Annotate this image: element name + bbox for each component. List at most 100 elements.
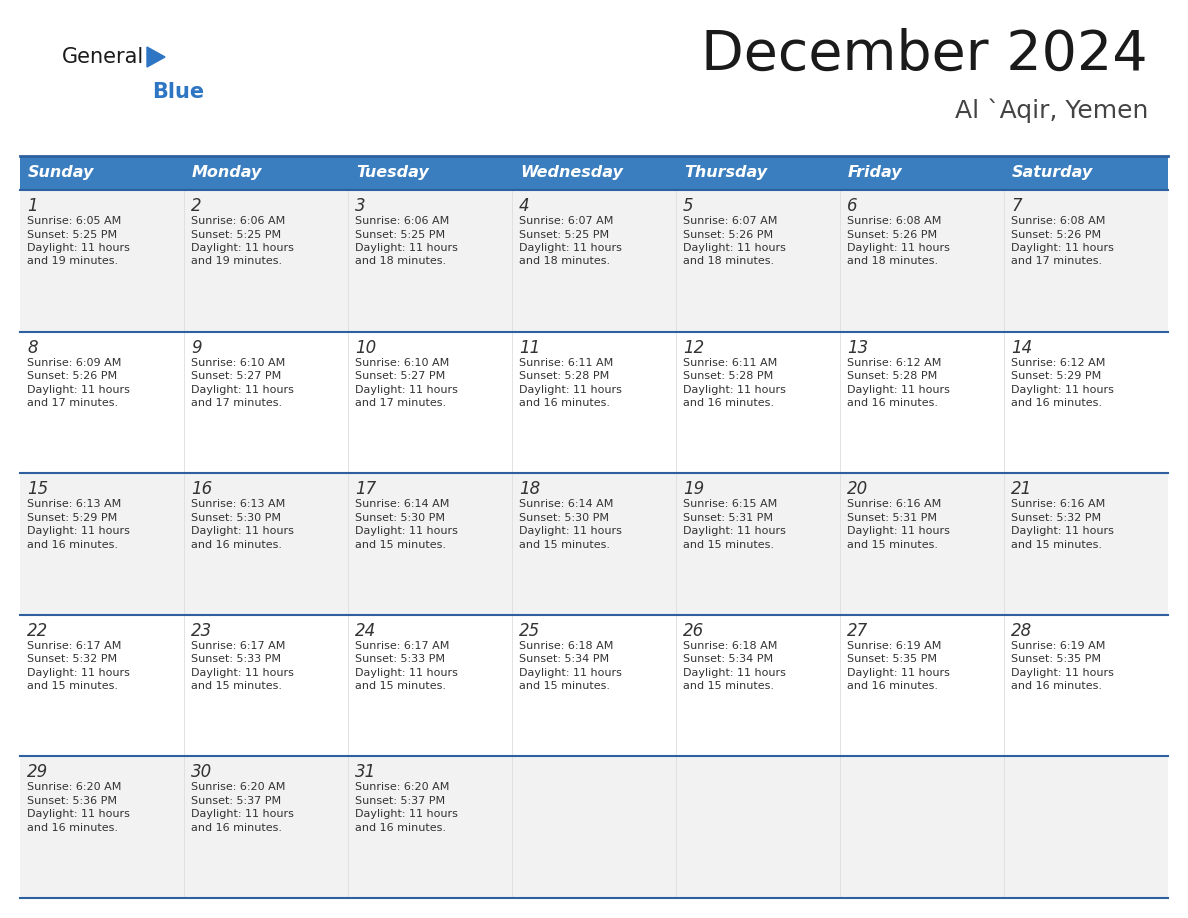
Text: 8: 8 [27, 339, 38, 356]
Text: Daylight: 11 hours: Daylight: 11 hours [519, 526, 621, 536]
Text: Daylight: 11 hours: Daylight: 11 hours [1011, 667, 1114, 677]
Text: Sunset: 5:26 PM: Sunset: 5:26 PM [847, 230, 937, 240]
Text: Daylight: 11 hours: Daylight: 11 hours [191, 385, 293, 395]
Text: 9: 9 [191, 339, 202, 356]
Text: 1: 1 [27, 197, 38, 215]
Text: 15: 15 [27, 480, 49, 498]
Text: Sunset: 5:26 PM: Sunset: 5:26 PM [27, 371, 118, 381]
Text: Sunset: 5:32 PM: Sunset: 5:32 PM [1011, 512, 1101, 522]
Text: Sunset: 5:27 PM: Sunset: 5:27 PM [355, 371, 446, 381]
Text: Sunset: 5:33 PM: Sunset: 5:33 PM [191, 655, 282, 665]
Text: Daylight: 11 hours: Daylight: 11 hours [191, 810, 293, 820]
Text: Sunrise: 6:17 AM: Sunrise: 6:17 AM [27, 641, 121, 651]
Text: 7: 7 [1011, 197, 1022, 215]
Text: 5: 5 [683, 197, 694, 215]
Text: Thursday: Thursday [684, 165, 767, 181]
Text: Daylight: 11 hours: Daylight: 11 hours [683, 526, 786, 536]
Text: and 18 minutes.: and 18 minutes. [847, 256, 939, 266]
Text: Daylight: 11 hours: Daylight: 11 hours [355, 810, 457, 820]
Text: and 16 minutes.: and 16 minutes. [683, 398, 775, 409]
Text: Sunrise: 6:07 AM: Sunrise: 6:07 AM [683, 216, 777, 226]
Text: Sunset: 5:30 PM: Sunset: 5:30 PM [191, 512, 282, 522]
Text: and 15 minutes.: and 15 minutes. [1011, 540, 1102, 550]
Text: Sunrise: 6:12 AM: Sunrise: 6:12 AM [1011, 358, 1105, 367]
Text: Sunrise: 6:17 AM: Sunrise: 6:17 AM [191, 641, 285, 651]
Text: Sunset: 5:27 PM: Sunset: 5:27 PM [191, 371, 282, 381]
Text: and 15 minutes.: and 15 minutes. [519, 540, 609, 550]
Text: Sunrise: 6:06 AM: Sunrise: 6:06 AM [355, 216, 449, 226]
Text: Daylight: 11 hours: Daylight: 11 hours [683, 385, 786, 395]
Text: 30: 30 [191, 764, 213, 781]
Text: Sunrise: 6:19 AM: Sunrise: 6:19 AM [847, 641, 941, 651]
Text: Sunrise: 6:05 AM: Sunrise: 6:05 AM [27, 216, 121, 226]
Text: 22: 22 [27, 621, 49, 640]
Text: Sunrise: 6:20 AM: Sunrise: 6:20 AM [27, 782, 121, 792]
Text: Daylight: 11 hours: Daylight: 11 hours [1011, 526, 1114, 536]
Text: Sunset: 5:28 PM: Sunset: 5:28 PM [847, 371, 937, 381]
Text: and 16 minutes.: and 16 minutes. [847, 681, 939, 691]
Text: and 15 minutes.: and 15 minutes. [683, 540, 775, 550]
Text: Daylight: 11 hours: Daylight: 11 hours [27, 810, 129, 820]
Text: 23: 23 [191, 621, 213, 640]
Text: Sunset: 5:35 PM: Sunset: 5:35 PM [1011, 655, 1101, 665]
Text: and 16 minutes.: and 16 minutes. [519, 398, 609, 409]
Text: Daylight: 11 hours: Daylight: 11 hours [27, 385, 129, 395]
Text: Daylight: 11 hours: Daylight: 11 hours [27, 243, 129, 253]
Text: and 16 minutes.: and 16 minutes. [191, 823, 282, 833]
Text: and 18 minutes.: and 18 minutes. [355, 256, 447, 266]
Text: Sunrise: 6:13 AM: Sunrise: 6:13 AM [27, 499, 121, 509]
Text: Daylight: 11 hours: Daylight: 11 hours [191, 667, 293, 677]
Text: and 17 minutes.: and 17 minutes. [191, 398, 282, 409]
Text: and 15 minutes.: and 15 minutes. [355, 540, 446, 550]
Text: and 17 minutes.: and 17 minutes. [1011, 256, 1102, 266]
Text: Daylight: 11 hours: Daylight: 11 hours [1011, 385, 1114, 395]
Text: 19: 19 [683, 480, 704, 498]
Text: Sunrise: 6:12 AM: Sunrise: 6:12 AM [847, 358, 941, 367]
Text: Sunrise: 6:06 AM: Sunrise: 6:06 AM [191, 216, 285, 226]
Text: and 15 minutes.: and 15 minutes. [683, 681, 775, 691]
Text: Daylight: 11 hours: Daylight: 11 hours [355, 526, 457, 536]
Text: Daylight: 11 hours: Daylight: 11 hours [683, 243, 786, 253]
Text: and 17 minutes.: and 17 minutes. [355, 398, 447, 409]
Text: Sunset: 5:33 PM: Sunset: 5:33 PM [355, 655, 446, 665]
Text: Sunset: 5:36 PM: Sunset: 5:36 PM [27, 796, 116, 806]
Text: Sunrise: 6:14 AM: Sunrise: 6:14 AM [519, 499, 613, 509]
Text: 29: 29 [27, 764, 49, 781]
Text: Tuesday: Tuesday [356, 165, 429, 181]
Text: Sunrise: 6:11 AM: Sunrise: 6:11 AM [683, 358, 777, 367]
Text: Sunrise: 6:16 AM: Sunrise: 6:16 AM [1011, 499, 1105, 509]
Text: Blue: Blue [152, 82, 204, 102]
Text: Daylight: 11 hours: Daylight: 11 hours [355, 243, 457, 253]
Text: Daylight: 11 hours: Daylight: 11 hours [1011, 243, 1114, 253]
Text: 12: 12 [683, 339, 704, 356]
Text: 20: 20 [847, 480, 868, 498]
Text: Sunrise: 6:14 AM: Sunrise: 6:14 AM [355, 499, 449, 509]
Text: 25: 25 [519, 621, 541, 640]
Text: Sunset: 5:25 PM: Sunset: 5:25 PM [191, 230, 282, 240]
Text: Daylight: 11 hours: Daylight: 11 hours [683, 667, 786, 677]
Text: and 16 minutes.: and 16 minutes. [27, 540, 118, 550]
Text: Friday: Friday [848, 165, 903, 181]
Text: Sunrise: 6:20 AM: Sunrise: 6:20 AM [191, 782, 285, 792]
Bar [20, 156, 1168, 190]
Text: Sunset: 5:32 PM: Sunset: 5:32 PM [27, 655, 118, 665]
Text: Sunset: 5:25 PM: Sunset: 5:25 PM [519, 230, 609, 240]
Text: Sunset: 5:29 PM: Sunset: 5:29 PM [1011, 371, 1101, 381]
Text: Sunset: 5:26 PM: Sunset: 5:26 PM [683, 230, 773, 240]
Polygon shape [147, 47, 165, 67]
Text: and 16 minutes.: and 16 minutes. [355, 823, 446, 833]
Text: and 16 minutes.: and 16 minutes. [1011, 398, 1102, 409]
Text: Al `Aqir, Yemen: Al `Aqir, Yemen [955, 98, 1148, 123]
Text: December 2024: December 2024 [701, 28, 1148, 82]
Text: Sunset: 5:30 PM: Sunset: 5:30 PM [355, 512, 446, 522]
Text: Sunrise: 6:16 AM: Sunrise: 6:16 AM [847, 499, 941, 509]
Text: and 16 minutes.: and 16 minutes. [191, 540, 282, 550]
Text: 4: 4 [519, 197, 530, 215]
Text: Daylight: 11 hours: Daylight: 11 hours [355, 667, 457, 677]
Text: 10: 10 [355, 339, 377, 356]
Bar [20, 473, 1168, 615]
Text: 3: 3 [355, 197, 366, 215]
Text: Daylight: 11 hours: Daylight: 11 hours [519, 243, 621, 253]
Text: Daylight: 11 hours: Daylight: 11 hours [191, 243, 293, 253]
Text: Sunset: 5:25 PM: Sunset: 5:25 PM [27, 230, 118, 240]
